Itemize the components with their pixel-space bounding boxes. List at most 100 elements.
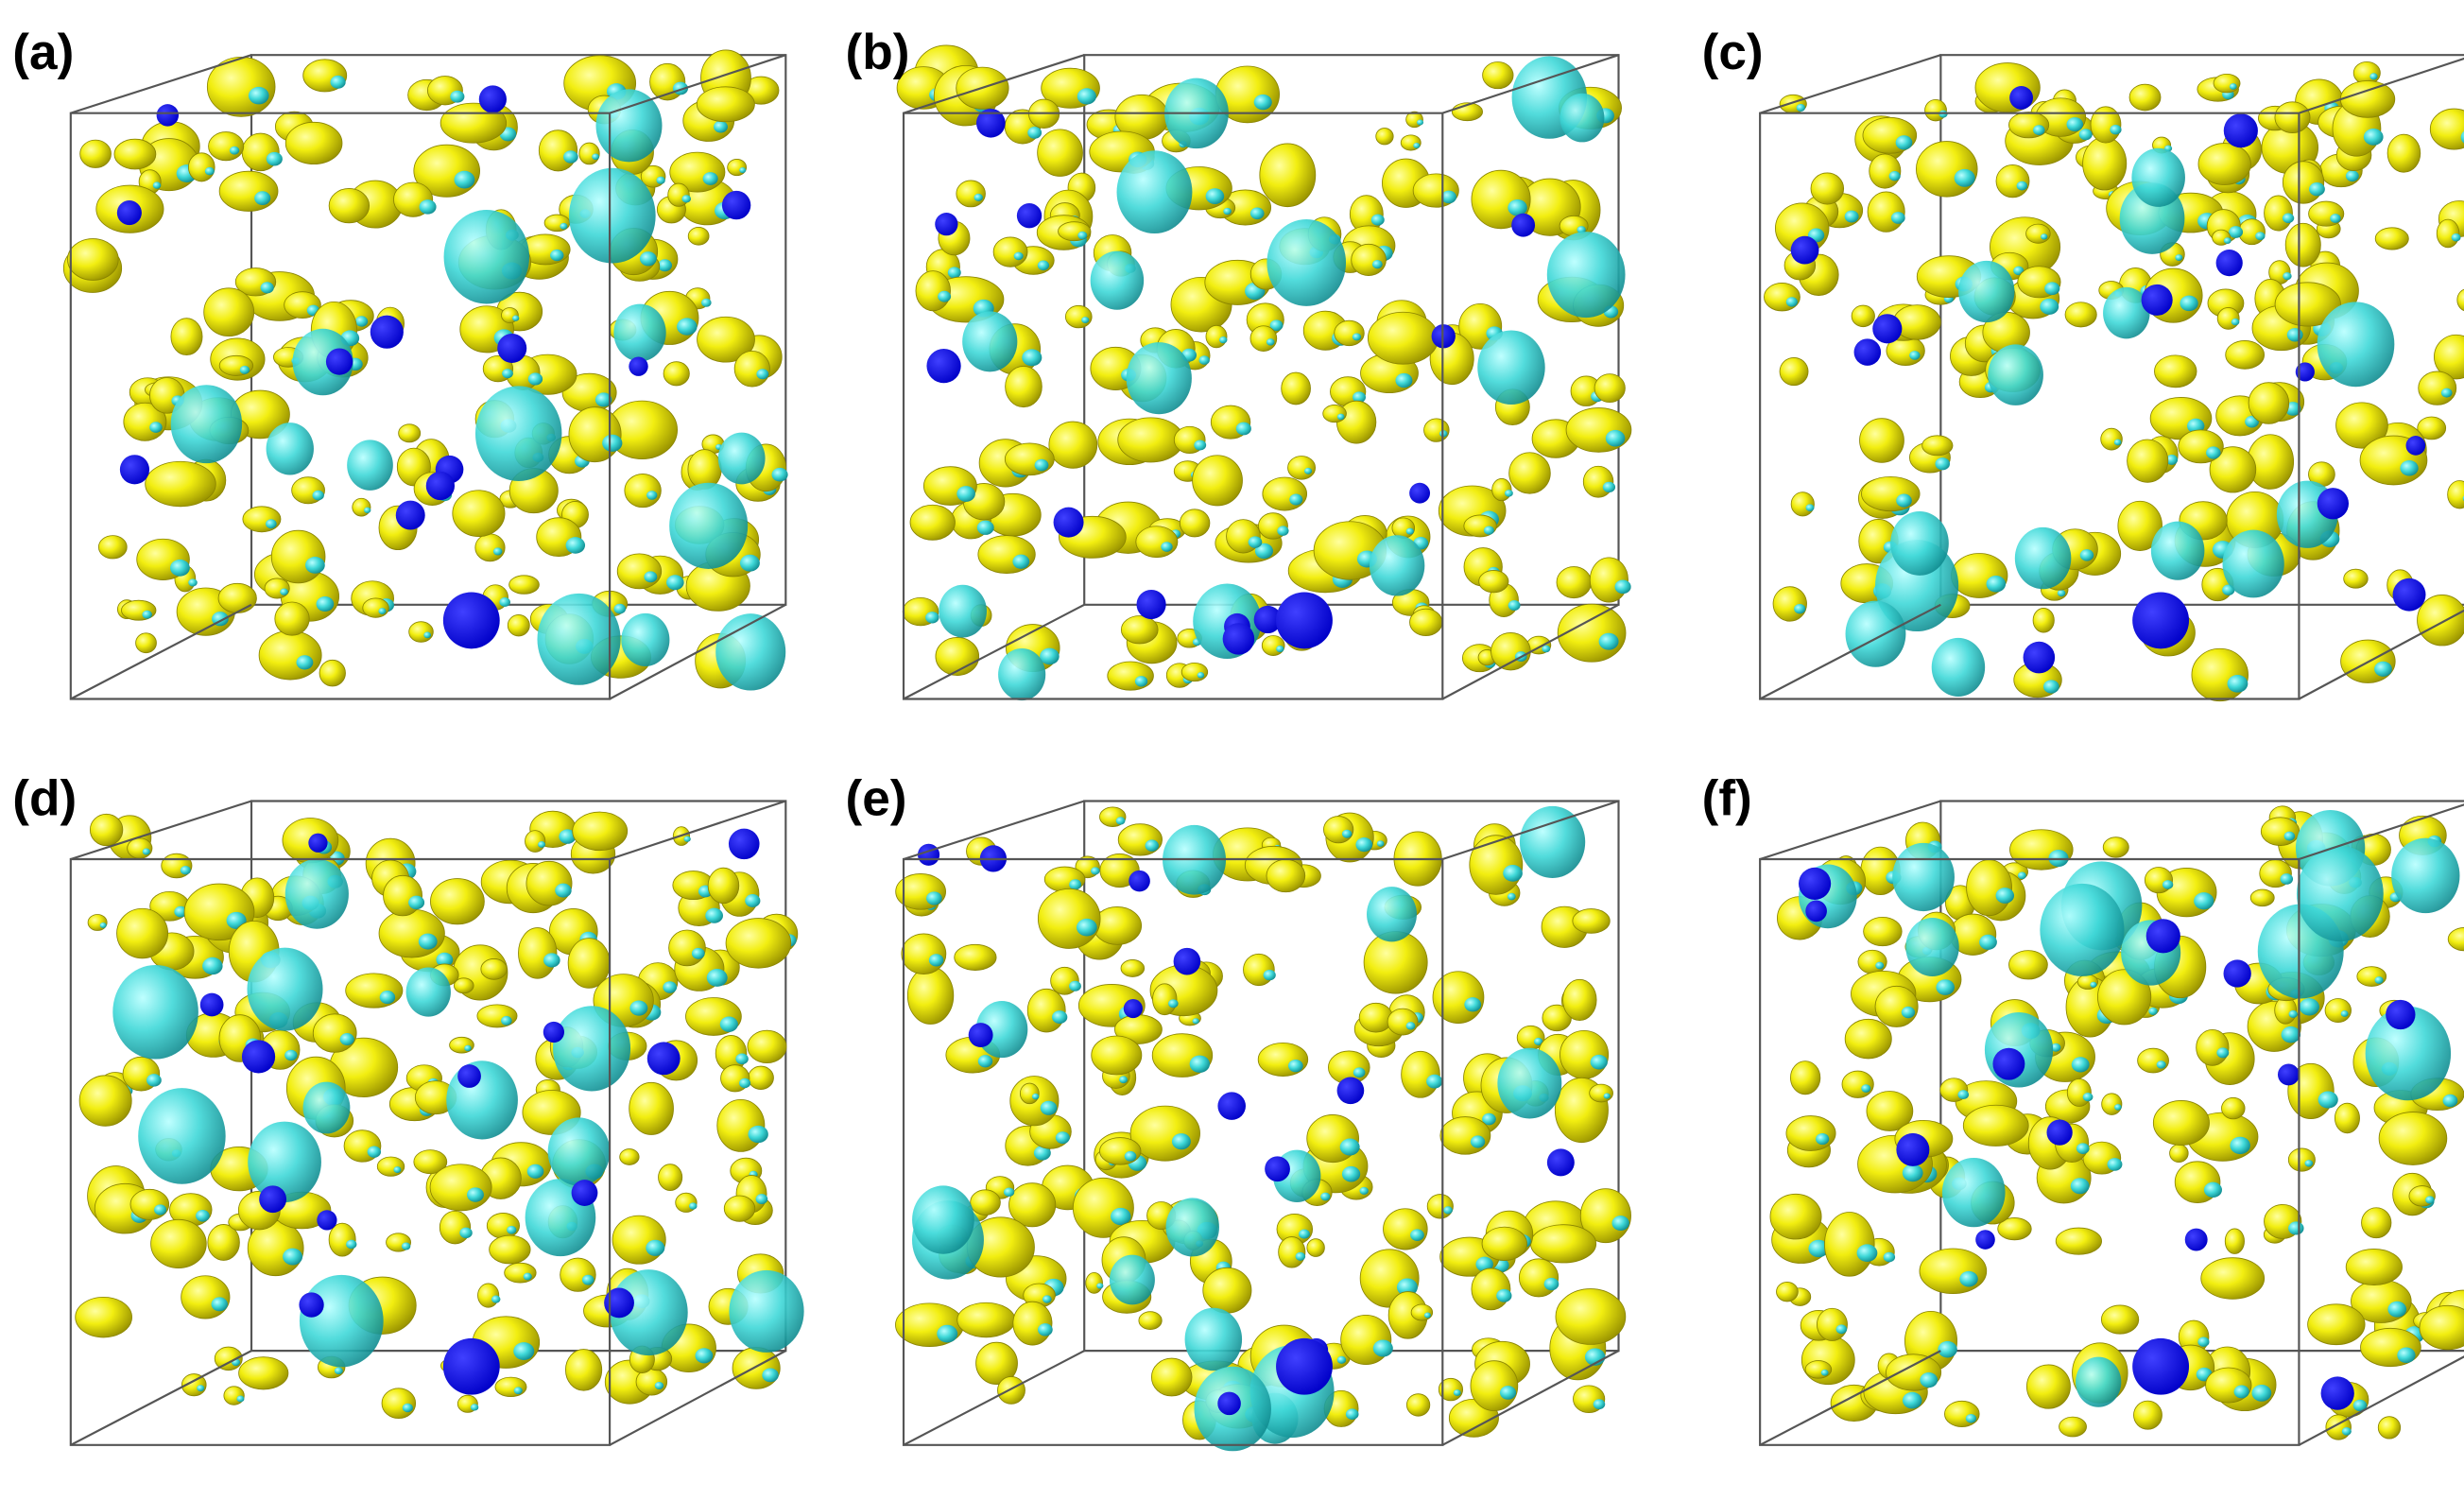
isosurface-yellow [909,504,956,541]
isosurface-cyan [2282,213,2295,224]
isosurface-cyan [248,1121,321,1203]
isosurface-yellow [2100,1304,2140,1335]
isosurface-cyan [646,1239,665,1256]
isosurface-cyan [977,1055,993,1068]
isosurface-cyan [613,603,627,614]
isosurface-yellow [1085,1271,1103,1294]
isosurface-yellow [697,316,755,363]
isosurface-cyan [613,303,666,362]
isosurface-blue [1409,482,1431,504]
isosurface-cyan [2194,892,2214,910]
isosurface-yellow [1202,1267,1252,1314]
isosurface-yellow [1405,1393,1431,1417]
isosurface-yellow [1919,1248,1988,1295]
isosurface-cyan [2148,1007,2158,1015]
isosurface-cyan [339,1033,354,1046]
isosurface-cyan [467,1187,484,1202]
isosurface-yellow [2196,1028,2230,1066]
isosurface-cyan [1069,980,1081,991]
isosurface-yellow [526,860,573,906]
isosurfaces [1769,805,2464,1440]
isosurface-cyan [1499,1386,1517,1400]
isosurface-cyan [1345,1408,1359,1421]
isosurface-yellow [1810,172,1845,205]
isosurface-cyan [1988,344,2043,405]
isosurface-cyan [1896,493,1912,508]
isosurface-cyan [1124,1150,1137,1162]
isosurface-cyan [346,1239,357,1250]
isosurface-cyan [706,969,728,987]
isosurface-blue [1016,202,1042,229]
isosurface-cyan [1235,422,1251,436]
isosurface-blue [2295,362,2315,382]
isosurface-blue [1265,1156,1290,1182]
isosurface-cyan [507,1225,517,1234]
isosurface-cyan [1248,536,1263,548]
isosurface-cyan [1372,1339,1393,1357]
isosurface-cyan [538,841,546,848]
isosurface-yellow [2282,161,2325,204]
isosurface-yellow [1555,1288,1627,1345]
isosurface-yellow [2224,1228,2245,1254]
isosurface-yellow [2055,1227,2102,1255]
isosurface-cyan [1353,1067,1366,1078]
isosurface-cyan [1820,1369,1829,1376]
isosurface-blue [442,1337,500,1395]
isosurface-yellow [572,811,629,852]
isosurface-yellow [1785,1115,1836,1151]
isosurface-yellow [78,1075,132,1127]
isosurface-cyan [1353,391,1366,404]
isosurface-yellow [1409,608,1443,637]
isosurface-cyan [149,422,163,433]
isosurface-cyan [152,181,162,189]
isosurface-cyan [2203,1181,2222,1198]
isosurface-yellow [1179,509,1211,538]
isosurface-cyan [2043,680,2059,694]
isosurface-cyan [1171,1133,1191,1150]
isosurface-cyan [1410,1229,1424,1242]
isosurface-cyan [2223,237,2231,244]
panel: (b) [845,25,1632,701]
isosurface-cyan [1405,527,1414,535]
isosurface-cyan [771,467,788,482]
isosurface-yellow [494,1376,527,1398]
isosurface-yellow [1091,1035,1143,1076]
isosurface-cyan [1339,1138,1360,1156]
isosurface-cyan [976,520,994,535]
isosurface-yellow [1266,858,1306,893]
isosurface-cyan [254,191,271,205]
isosurface-yellow [1120,959,1146,977]
isosurface-yellow [1869,153,1902,189]
isosurface-cyan [1593,1399,1606,1410]
isosurface-blue [1336,1077,1365,1105]
isosurface-yellow [629,1081,674,1135]
isosurface-yellow [2137,1047,2169,1074]
isosurface-cyan [1895,135,1913,150]
isosurface-cyan [1266,338,1275,346]
isosurface-cyan [180,865,191,875]
isosurface-blue [1896,1132,1930,1166]
panel-label: (f) [1702,770,1752,826]
isosurface-cyan [2216,1047,2230,1059]
isosurface-cyan [1042,1295,1052,1303]
isosurface-blue [2223,959,2251,988]
isosurface-yellow [977,535,1036,575]
isosurface-cyan [1995,888,2015,904]
isosurface-blue [1217,1092,1246,1120]
isosurface-cyan [1077,918,1097,937]
isosurface-cyan [405,967,451,1017]
isosurface-cyan [666,575,684,591]
isosurface-blue [156,104,180,127]
isosurface-yellow [975,1341,1018,1385]
isosurface-cyan [464,1044,472,1052]
isosurface-yellow [1915,141,1978,198]
isosurface-yellow [1387,1008,1419,1036]
cube-edge [70,603,252,700]
cube-edge [1441,603,1620,700]
isosurface-cyan [912,1185,974,1254]
isosurface-yellow [619,1148,640,1165]
isosurface-cyan [284,858,349,929]
isosurface-yellow [578,142,600,165]
isosurface-cyan [2442,1094,2458,1108]
isosurface-yellow [217,582,257,613]
